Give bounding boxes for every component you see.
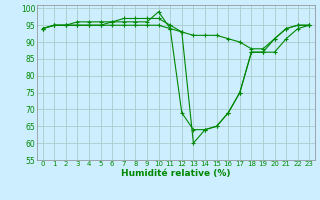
X-axis label: Humidité relative (%): Humidité relative (%) <box>121 169 231 178</box>
